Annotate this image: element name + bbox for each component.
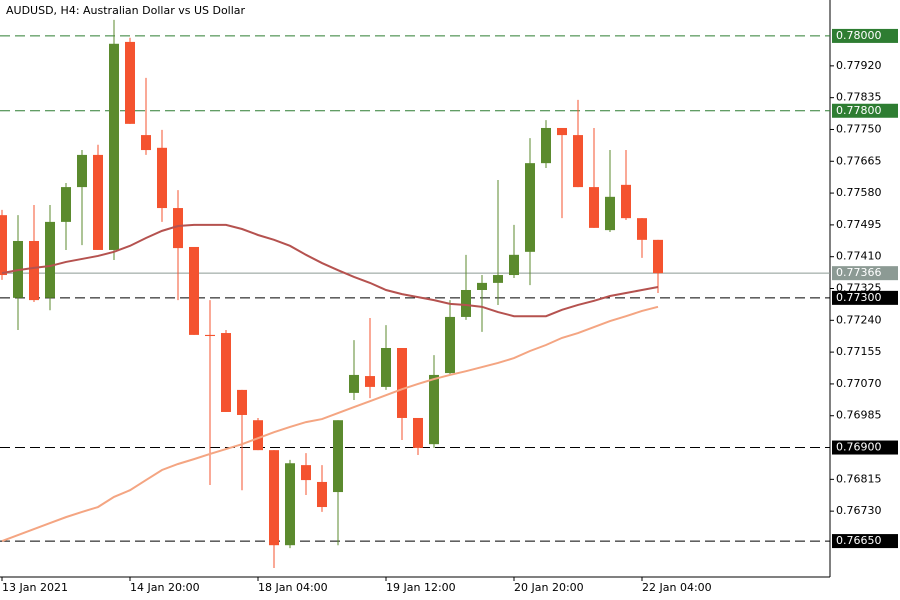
y-tick-label: 0.77920 (836, 59, 882, 72)
y-tick-label: 0.77580 (836, 186, 882, 199)
candle-body (637, 218, 647, 240)
candle-body (317, 481, 327, 508)
candle-body (525, 163, 535, 252)
x-tick-label: 20 Jan 20:00 (514, 581, 584, 594)
level-label: 0.76650 (836, 534, 882, 547)
candle-body (493, 275, 503, 283)
candle-body (125, 41, 135, 124)
level-label: 0.76900 (836, 441, 882, 454)
moving-average (1, 305, 659, 543)
candle-body (397, 347, 407, 418)
y-tick-label: 0.77750 (836, 122, 882, 135)
candle-body (93, 154, 103, 250)
candle-body (77, 154, 87, 188)
candle-body (557, 127, 567, 136)
level-label: 0.77300 (836, 291, 882, 304)
candle-body (61, 187, 71, 222)
chart-title: AUDUSD, H4: Australian Dollar vs US Doll… (6, 4, 246, 17)
candle-body (445, 316, 455, 374)
level-box (832, 103, 898, 118)
y-tick-label: 0.77835 (836, 91, 882, 104)
candle-body (589, 187, 599, 228)
candle-body (157, 147, 167, 209)
y-tick-label: 0.76985 (836, 409, 882, 422)
candle-body (253, 420, 263, 451)
candle-body (429, 374, 439, 445)
level-box (832, 534, 898, 549)
level-label: 0.77800 (836, 104, 882, 117)
level-box (832, 290, 898, 305)
candle-body (0, 215, 7, 276)
y-tick-label: 0.77070 (836, 377, 882, 390)
y-tick-label: 0.77410 (836, 250, 882, 263)
candle-body (653, 239, 663, 274)
candle-body (605, 196, 615, 231)
x-tick-label: 19 Jan 12:00 (386, 581, 456, 594)
moving-average (1, 223, 659, 318)
candle-body (285, 463, 295, 546)
candle-body (109, 43, 119, 250)
candle-body (173, 208, 183, 249)
candle-body (541, 127, 551, 164)
candle-body (477, 282, 487, 290)
candle-body (381, 347, 391, 387)
x-tick-label: 14 Jan 20:00 (130, 581, 200, 594)
candle-body (45, 221, 55, 298)
candle-body (205, 334, 215, 337)
candle-body (29, 240, 39, 301)
candle-body (365, 376, 375, 387)
x-tick-label: 13 Jan 2021 (2, 581, 68, 594)
candle-body (221, 333, 231, 412)
current-price-box (832, 266, 898, 281)
candle-body (461, 289, 471, 317)
level-label: 0.78000 (836, 29, 882, 42)
level-box (832, 440, 898, 455)
candle-body (301, 465, 311, 481)
candle-body (333, 420, 343, 493)
y-tick-label: 0.77665 (836, 154, 882, 167)
y-tick-label: 0.77240 (836, 313, 882, 326)
candle-body (573, 135, 583, 188)
candle-body (413, 417, 423, 448)
x-tick-label: 18 Jan 04:00 (258, 581, 328, 594)
y-tick-label: 0.77155 (836, 345, 882, 358)
candle-body (141, 135, 151, 151)
y-tick-label: 0.77495 (836, 218, 882, 231)
candle-body (237, 389, 247, 415)
candle-body (621, 184, 631, 219)
current-price-label: 0.77366 (836, 266, 882, 279)
y-tick-label: 0.76815 (836, 472, 882, 485)
y-tick-label: 0.76730 (836, 504, 882, 517)
candle-body (509, 254, 519, 276)
level-box (832, 28, 898, 43)
candle-body (269, 450, 279, 546)
x-tick-label: 22 Jan 04:00 (642, 581, 712, 594)
candle-body (189, 246, 199, 335)
candle-body (349, 374, 359, 393)
